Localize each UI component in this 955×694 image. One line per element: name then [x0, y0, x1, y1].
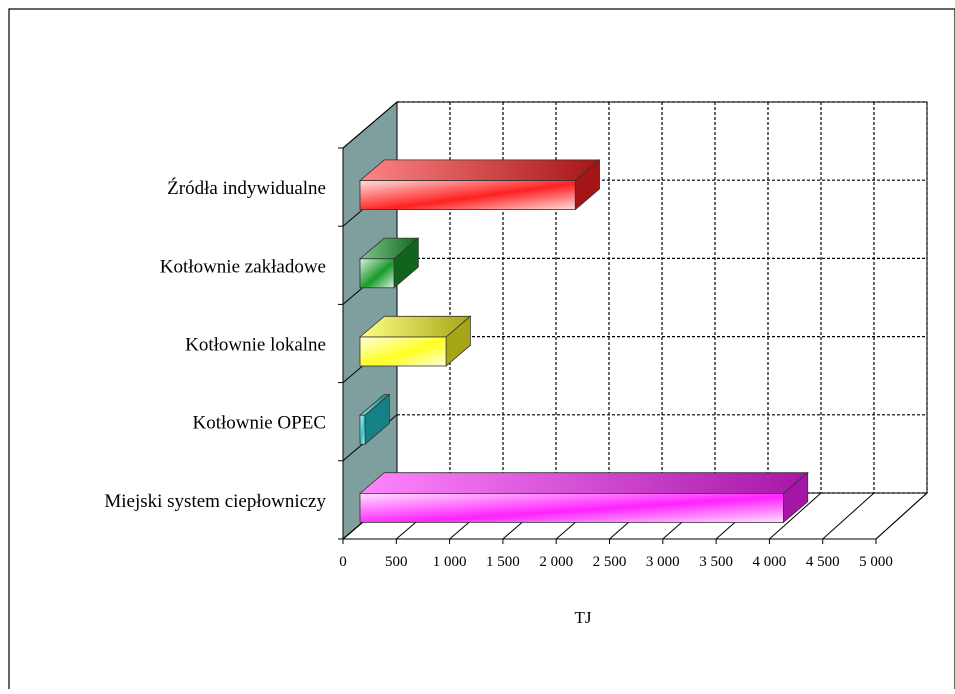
wall-gridline: [342, 101, 398, 149]
floor-gridline: [822, 492, 875, 540]
category-label: Kotłownie OPEC: [192, 413, 326, 434]
bar-2: [358, 237, 420, 289]
x-tick-label: 1 500: [486, 554, 520, 570]
x-tick-label: 3 000: [646, 554, 680, 570]
x-tick-label: 4 000: [753, 554, 787, 570]
floor-gridline: [875, 492, 928, 540]
chart-bars: [358, 159, 809, 524]
bar-4: [358, 393, 391, 446]
category-label: Kotłownie lokalne: [185, 335, 326, 356]
category-label: Kotłownie zakładowe: [160, 256, 326, 277]
x-tick-label: 4 500: [806, 554, 840, 570]
bar-top-face: [358, 472, 809, 494]
x-tick-label: 2 000: [539, 554, 573, 570]
bar-front-face: [359, 180, 576, 211]
x-tick-label: 2 500: [593, 554, 627, 570]
category-label: Miejski system ciepłowniczy: [104, 491, 326, 512]
bar-front-face: [359, 492, 784, 523]
x-tick-label: 500: [385, 554, 408, 570]
x-tick-label: 5 000: [859, 554, 893, 570]
bar-front-face: [359, 258, 395, 289]
bar-top-face: [358, 159, 601, 182]
x-axis-ticks: 0 500 1 000 1 500 2 000 2 500 3 000 3 500 4 000 4…: [339, 539, 893, 570]
bar-3: [358, 315, 472, 367]
x-axis-title: TJ: [575, 608, 592, 627]
bar-5: [358, 471, 809, 524]
x-tick-label: 3 500: [699, 554, 733, 570]
floor-gridline: [769, 492, 822, 540]
chart-border: [8, 8, 955, 694]
category-labels: Źródła indywidualne Kotłownie zakładowe Ko…: [104, 177, 326, 512]
x-tick-label: 0: [339, 554, 347, 570]
bar-front-face: [359, 414, 366, 445]
bar-1: [358, 159, 601, 211]
x-tick-label: 1 000: [433, 554, 467, 570]
category-label: Źródła indywidualne: [167, 177, 326, 199]
bar-front-face: [359, 336, 447, 367]
